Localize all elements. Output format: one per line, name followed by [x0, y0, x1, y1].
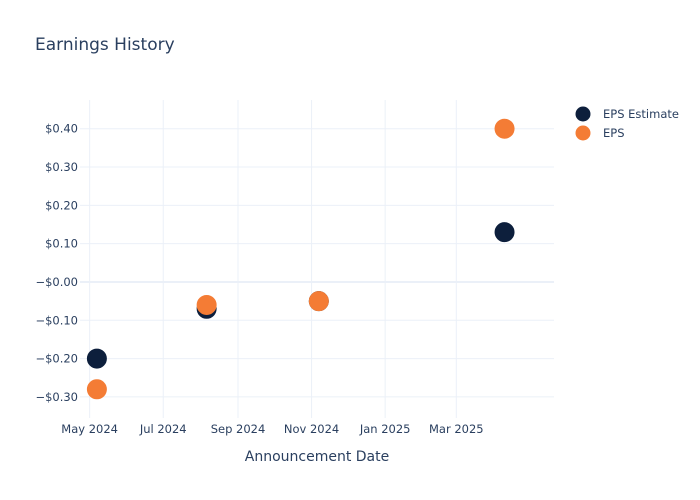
- y-tick-label: −$0.10: [35, 313, 78, 327]
- x-tick-label: Mar 2025: [429, 422, 484, 436]
- y-tick-label: $0.30: [45, 160, 78, 174]
- x-tick-label: Jan 2025: [359, 422, 411, 436]
- x-axis-ticks: May 2024 Jul 2024 Sep 2024 Nov 2024 Jan 2025…: [61, 422, 483, 436]
- x-tick-label: Nov 2024: [284, 422, 339, 436]
- point-eps-estimate[interactable]: [494, 222, 515, 243]
- point-eps-estimate[interactable]: [86, 348, 107, 369]
- y-tick-label: $0.20: [45, 198, 78, 212]
- y-tick-label: $0.40: [45, 122, 78, 136]
- data-points: [86, 118, 515, 400]
- legend-label: EPS Estimate: [603, 107, 679, 121]
- x-tick-label: May 2024: [61, 422, 118, 436]
- legend-marker: [575, 106, 591, 122]
- point-eps[interactable]: [494, 118, 515, 139]
- y-axis-ticks: $0.40 $0.30 $0.20 $0.10 −$0.00 −$0.10 −$0.20 −$…: [35, 122, 78, 404]
- x-axis-title: Announcement Date: [245, 449, 389, 465]
- x-tick-label: Jul 2024: [139, 422, 187, 436]
- point-eps[interactable]: [86, 379, 107, 400]
- y-tick-label: $0.10: [45, 237, 78, 251]
- grid: [80, 100, 554, 418]
- point-eps[interactable]: [308, 291, 329, 312]
- point-eps[interactable]: [196, 294, 217, 315]
- y-tick-label: −$0.20: [35, 352, 78, 366]
- legend-marker: [575, 125, 591, 141]
- y-tick-label: −$0.30: [35, 390, 78, 404]
- chart-title: Earnings History: [35, 35, 175, 55]
- y-tick-label: −$0.00: [35, 275, 78, 289]
- x-tick-label: Sep 2024: [211, 422, 266, 436]
- legend-label: EPS: [603, 126, 625, 140]
- legend: EPS Estimate EPS: [575, 106, 679, 141]
